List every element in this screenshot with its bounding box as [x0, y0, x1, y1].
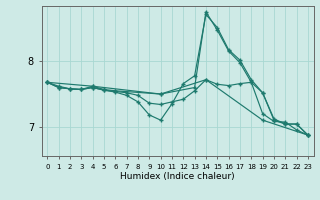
X-axis label: Humidex (Indice chaleur): Humidex (Indice chaleur) — [120, 172, 235, 181]
